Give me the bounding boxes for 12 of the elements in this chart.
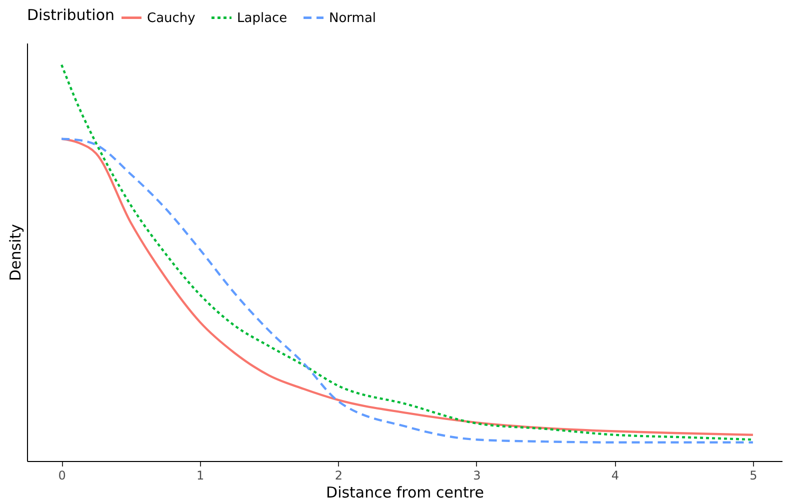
x-tick-label: 4 <box>611 468 620 482</box>
legend-title: Distribution <box>27 6 115 24</box>
legend-label: Cauchy <box>147 10 196 26</box>
x-axis-title: Distance from centre <box>326 484 484 502</box>
x-tick-label: 1 <box>196 468 204 482</box>
x-tick-label: 2 <box>334 468 342 482</box>
y-axis-title: Density <box>6 224 24 282</box>
legend-label: Normal <box>329 10 376 26</box>
legend-label: Laplace <box>237 10 288 26</box>
x-tick-label: 5 <box>750 468 758 482</box>
x-tick-label: 0 <box>58 468 66 482</box>
x-tick-label: 3 <box>473 468 481 482</box>
